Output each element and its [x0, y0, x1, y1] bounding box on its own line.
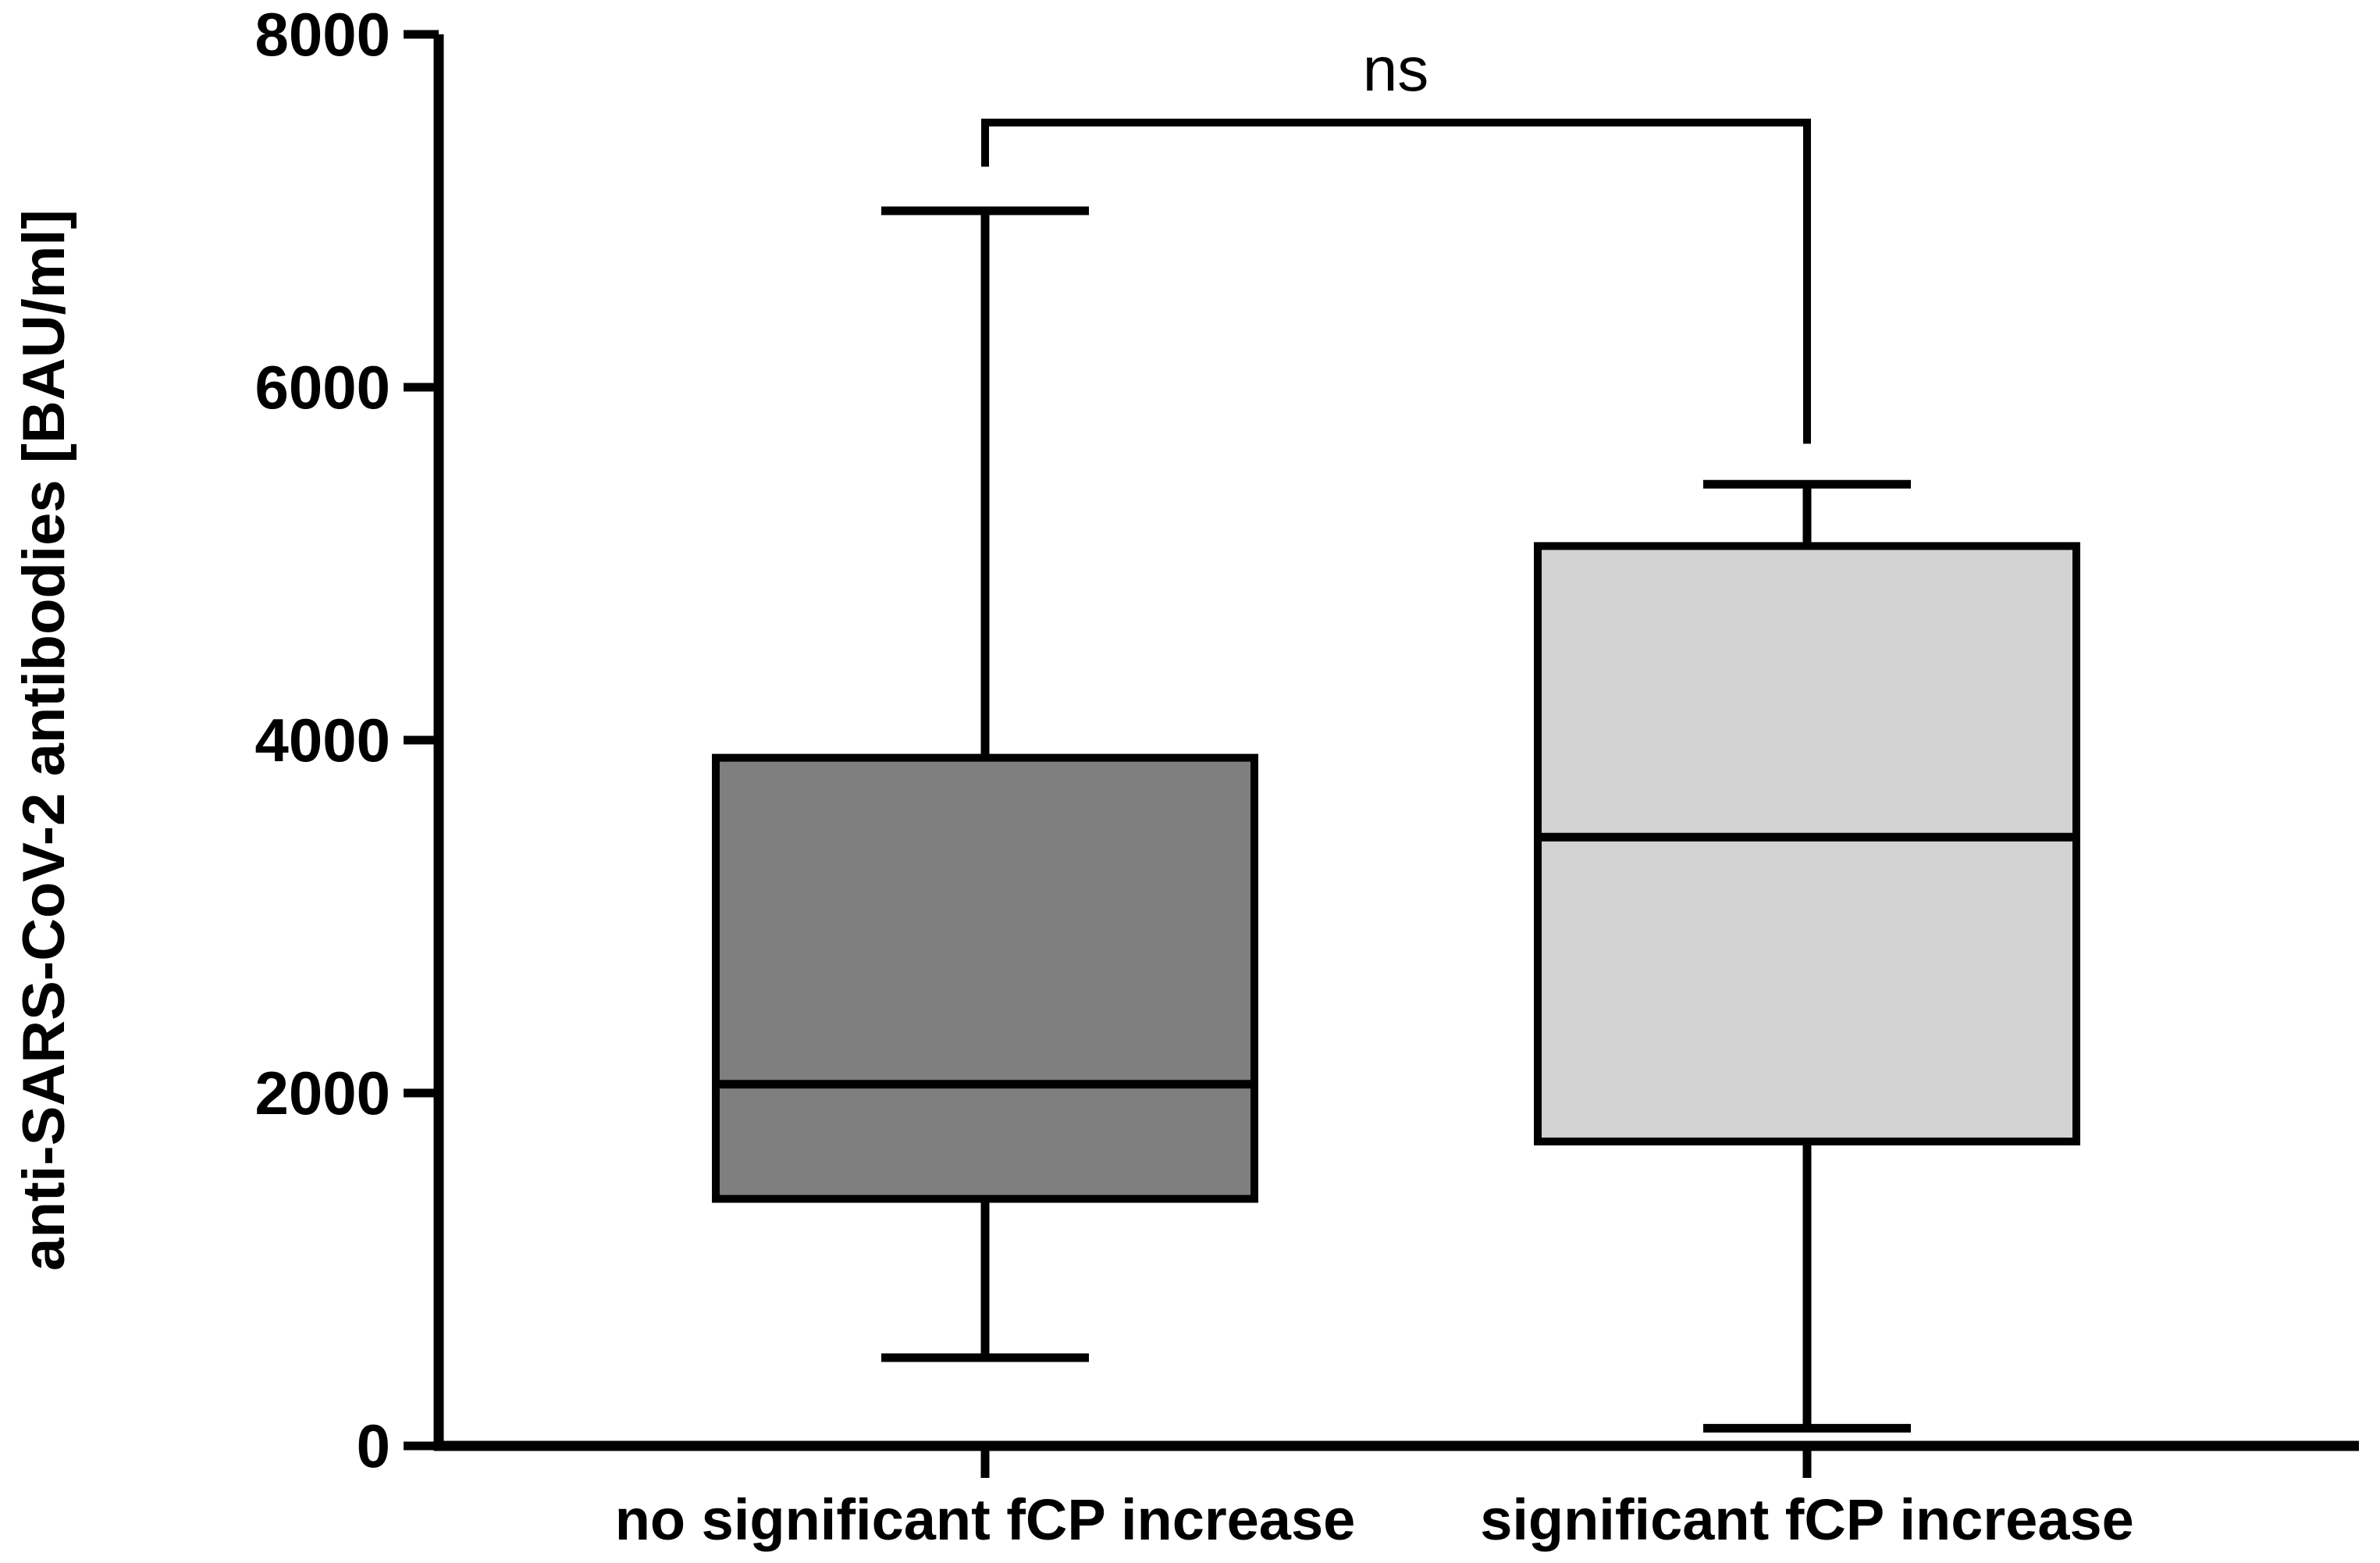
- iqr-box: [1534, 542, 2080, 1146]
- y-tick-label: 6000: [254, 353, 390, 422]
- x-category-label: no significant fCP increase: [615, 1487, 1356, 1552]
- y-tick-label: 4000: [254, 706, 390, 774]
- y-tick-label: 0: [357, 1412, 390, 1480]
- y-tick-label: 8000: [254, 0, 390, 69]
- boxplot-no-significant-fcp: [712, 206, 1258, 1362]
- y-axis-ticks: 0 2000 4000 6000 8000: [254, 0, 439, 1480]
- x-axis-ticks: no significant fCP increase significant f…: [615, 1446, 2134, 1552]
- significance-label: ns: [1363, 34, 1429, 104]
- iqr-box: [712, 753, 1258, 1203]
- y-axis-title: anti-SARS-CoV-2 antibodies [BAU/ml]: [11, 209, 77, 1271]
- y-tick-label: 2000: [254, 1059, 390, 1127]
- x-category-label: significant fCP increase: [1480, 1487, 2134, 1552]
- boxplots: [712, 206, 2080, 1433]
- significance-bracket: ns: [981, 34, 1811, 444]
- boxplot-significant-fcp: [1534, 479, 2080, 1433]
- bracket-line: [981, 119, 1811, 444]
